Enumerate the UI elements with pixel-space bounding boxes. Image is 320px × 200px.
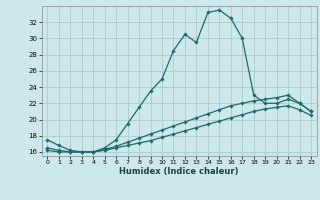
X-axis label: Humidex (Indice chaleur): Humidex (Indice chaleur) [119,167,239,176]
